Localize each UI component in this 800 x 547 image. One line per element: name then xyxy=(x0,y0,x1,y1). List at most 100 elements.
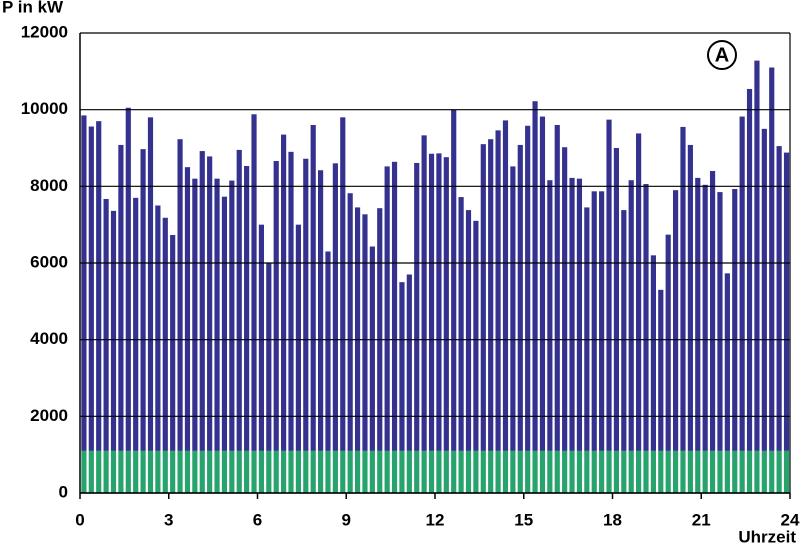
bar xyxy=(192,178,198,451)
x-tick-label: 21 xyxy=(692,510,711,529)
bar xyxy=(473,220,479,451)
bar xyxy=(258,450,265,493)
bar xyxy=(547,450,553,493)
bar xyxy=(229,450,235,493)
bar xyxy=(621,450,627,493)
y-tick-label: 12000 xyxy=(21,22,68,41)
bar xyxy=(539,450,546,493)
bar xyxy=(702,184,708,451)
bar xyxy=(606,450,612,493)
bar xyxy=(236,149,242,451)
bar xyxy=(310,125,316,451)
bar xyxy=(495,130,501,451)
bar xyxy=(621,210,627,451)
bar xyxy=(591,450,597,493)
bar xyxy=(717,192,723,451)
bar xyxy=(347,193,353,451)
bar xyxy=(525,450,531,493)
bar xyxy=(325,450,331,493)
bar xyxy=(443,450,449,493)
bar xyxy=(384,450,390,493)
bar xyxy=(488,139,494,451)
bar xyxy=(81,450,87,493)
bar xyxy=(207,450,213,493)
bar xyxy=(702,450,708,493)
x-tick-label: 15 xyxy=(514,510,533,529)
bar xyxy=(717,450,723,493)
bar xyxy=(281,134,287,451)
bar xyxy=(147,117,154,451)
y-tick-label: 6000 xyxy=(30,252,68,271)
bar xyxy=(273,161,279,451)
bar xyxy=(177,139,183,451)
bar xyxy=(162,217,168,451)
bar xyxy=(414,450,420,493)
bar xyxy=(554,125,560,451)
bar xyxy=(406,274,412,451)
y-tick-label: 0 xyxy=(59,482,68,501)
bar xyxy=(680,126,686,451)
bar xyxy=(436,153,442,451)
bar xyxy=(81,115,87,451)
bar xyxy=(458,197,464,451)
bar xyxy=(465,450,472,493)
bar xyxy=(273,450,279,493)
bar xyxy=(532,101,538,451)
bar xyxy=(288,151,294,451)
bar xyxy=(362,450,368,493)
bar xyxy=(377,450,383,493)
x-tick-label: 6 xyxy=(253,510,262,529)
bar xyxy=(547,180,553,451)
bar xyxy=(628,450,634,493)
bar xyxy=(562,450,568,493)
bar xyxy=(754,60,760,451)
bar xyxy=(266,263,272,451)
bar xyxy=(480,450,486,493)
bar xyxy=(332,163,338,451)
bar xyxy=(221,196,228,451)
bar xyxy=(783,152,790,451)
bar xyxy=(428,450,435,493)
bar xyxy=(672,450,679,493)
bar xyxy=(502,120,509,451)
bar xyxy=(761,450,767,493)
bar xyxy=(310,450,316,493)
bar xyxy=(517,450,523,493)
bar xyxy=(377,208,383,451)
bar xyxy=(325,251,331,451)
bar xyxy=(732,450,738,493)
bar xyxy=(680,450,686,493)
bar xyxy=(96,450,102,493)
y-tick-label: 2000 xyxy=(30,406,68,425)
bar xyxy=(451,109,457,451)
bar xyxy=(184,167,191,451)
bar xyxy=(613,450,620,493)
bar xyxy=(414,162,420,451)
bar xyxy=(488,450,494,493)
bar xyxy=(332,450,338,493)
bar xyxy=(576,178,583,451)
bar xyxy=(525,125,531,451)
bar xyxy=(510,166,516,451)
bar xyxy=(155,205,161,451)
bar xyxy=(207,156,213,451)
bar xyxy=(384,166,390,451)
bar xyxy=(199,450,205,493)
annotation: A xyxy=(715,44,729,66)
bar xyxy=(421,135,427,451)
bar xyxy=(769,450,775,493)
bar xyxy=(118,450,124,493)
bar xyxy=(458,450,464,493)
bar xyxy=(628,180,634,451)
bar xyxy=(214,178,220,451)
bar xyxy=(746,450,753,493)
annotation-circle xyxy=(707,40,737,70)
bar xyxy=(125,450,131,493)
bar xyxy=(687,450,693,493)
bar xyxy=(643,450,649,493)
bar xyxy=(391,450,398,493)
bar xyxy=(147,450,154,493)
bar xyxy=(103,450,109,493)
bar xyxy=(569,177,575,451)
bar xyxy=(636,450,642,493)
